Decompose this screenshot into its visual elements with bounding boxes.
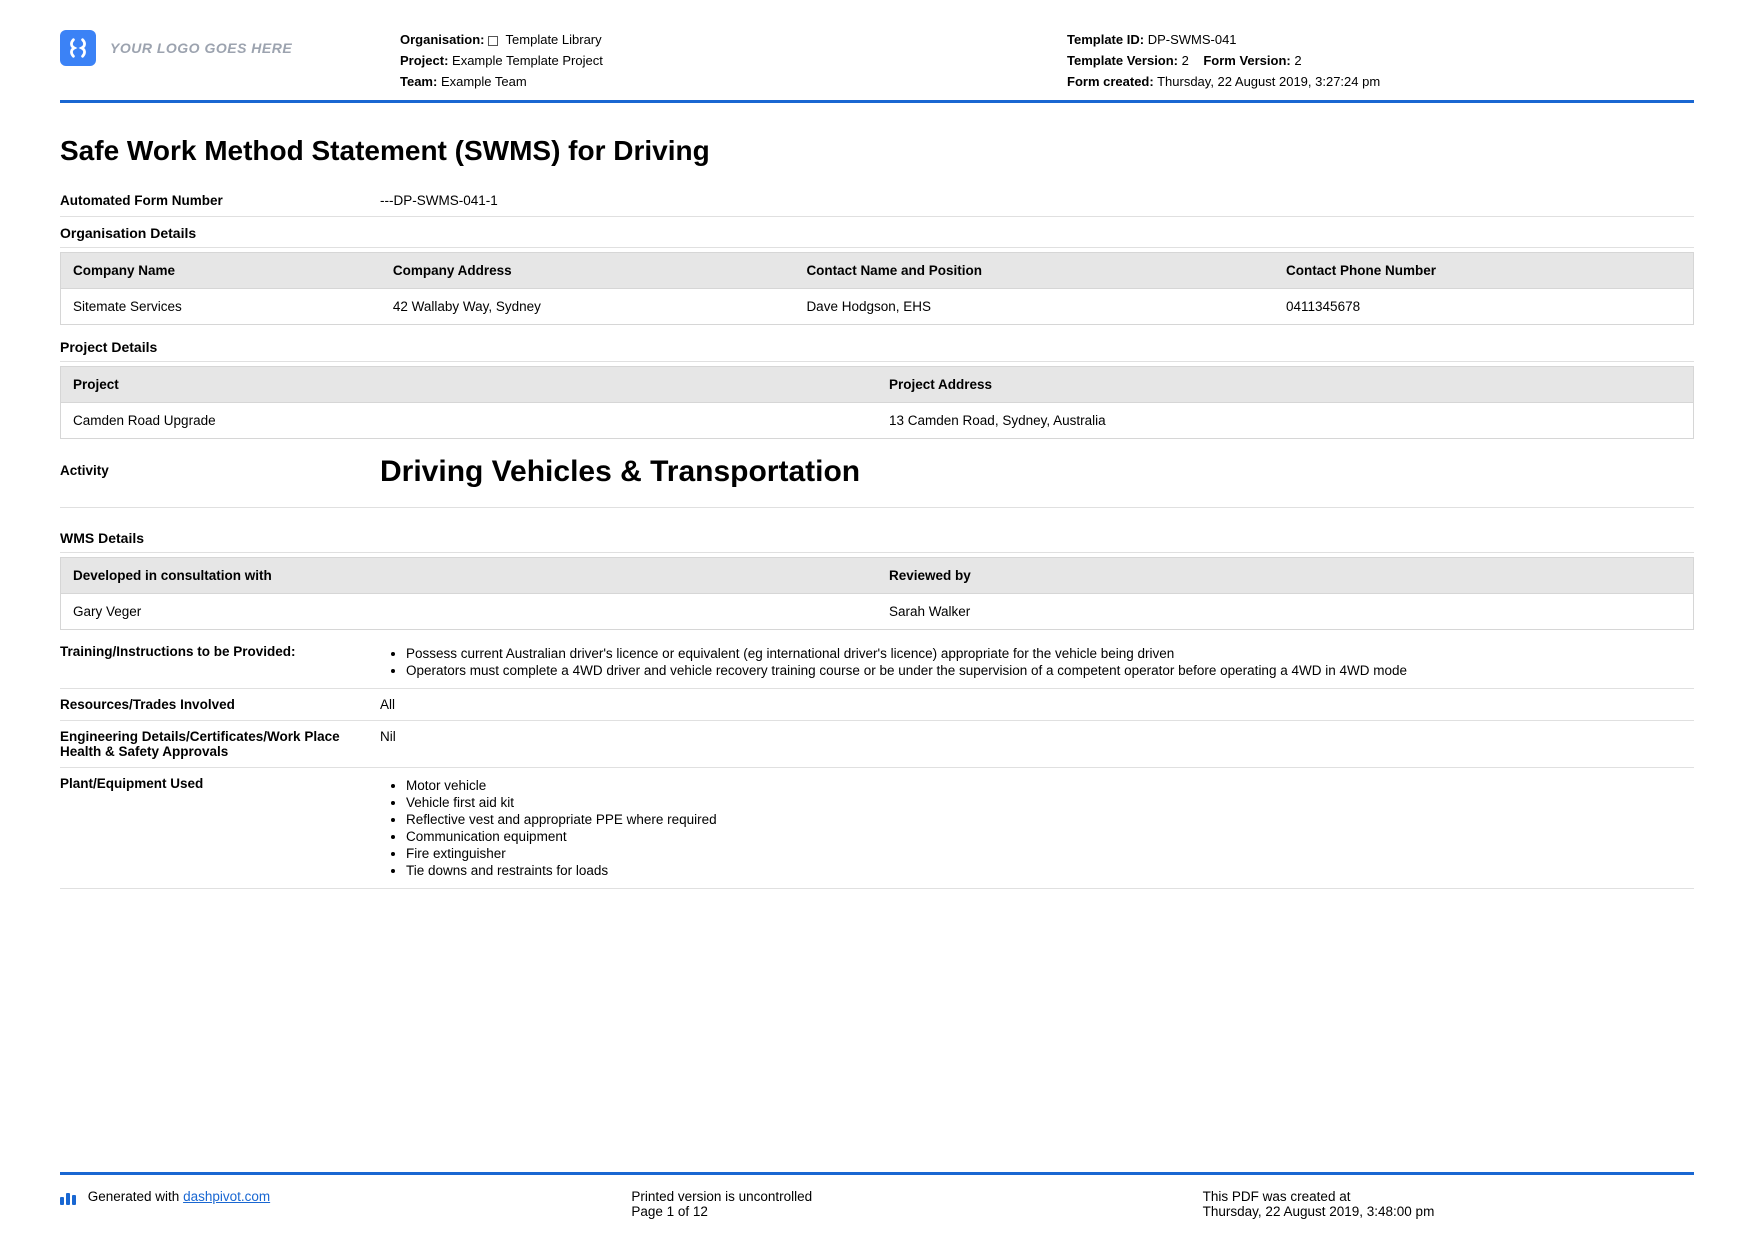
org-details-heading: Organisation Details — [60, 217, 1694, 248]
document-title: Safe Work Method Statement (SWMS) for Dr… — [60, 135, 1694, 167]
plant-equipment-row: Plant/Equipment Used Motor vehicle Vehic… — [60, 768, 1694, 889]
footer-generated-prefix: Generated with — [88, 1189, 183, 1204]
logo-placeholder-text: YOUR LOGO GOES HERE — [110, 40, 292, 56]
wms-developed-by: Gary Veger — [61, 594, 878, 630]
library-icon — [488, 36, 498, 46]
dashpivot-icon — [60, 1190, 78, 1205]
form-created-label: Form created: — [1067, 74, 1154, 89]
resources-label: Resources/Trades Involved — [60, 697, 380, 712]
footer-created-value: Thursday, 22 August 2019, 3:48:00 pm — [1203, 1204, 1694, 1219]
footer-printed-note: Printed version is uncontrolled — [631, 1189, 1122, 1204]
footer-center: Printed version is uncontrolled Page 1 o… — [551, 1189, 1122, 1219]
org-contact-name: Dave Hodgson, EHS — [794, 289, 1274, 325]
engineering-value: Nil — [380, 729, 1694, 759]
list-item: Tie downs and restraints for loads — [406, 863, 1694, 878]
footer-page-number: Page 1 of 12 — [631, 1204, 1122, 1219]
list-item: Operators must complete a 4WD driver and… — [406, 663, 1694, 678]
wms-col-developed: Developed in consultation with — [61, 558, 878, 594]
org-contact-phone: 0411345678 — [1274, 289, 1693, 325]
project-details-heading: Project Details — [60, 331, 1694, 362]
list-item: Vehicle first aid kit — [406, 795, 1694, 810]
list-item: Fire extinguisher — [406, 846, 1694, 861]
org-col-company-name: Company Name — [61, 253, 381, 289]
project-col-project: Project — [61, 367, 878, 403]
team-value: Example Team — [441, 74, 527, 89]
wms-col-reviewed: Reviewed by — [877, 558, 1694, 594]
document-header: YOUR LOGO GOES HERE Organisation: Templa… — [60, 30, 1694, 103]
form-created-value: Thursday, 22 August 2019, 3:27:24 pm — [1157, 74, 1380, 89]
team-label: Team: — [400, 74, 437, 89]
resources-row: Resources/Trades Involved All — [60, 689, 1694, 721]
org-col-contact-phone: Contact Phone Number — [1274, 253, 1693, 289]
table-row: Sitemate Services 42 Wallaby Way, Sydney… — [61, 289, 1694, 325]
engineering-label: Engineering Details/Certificates/Work Pl… — [60, 729, 380, 759]
template-id-value: DP-SWMS-041 — [1148, 32, 1237, 47]
document-footer: Generated with dashpivot.com Printed ver… — [60, 1172, 1694, 1219]
form-version-label: Form Version: — [1203, 53, 1290, 68]
header-meta-right: Template ID: DP-SWMS-041 Template Versio… — [1067, 30, 1694, 92]
form-version-value: 2 — [1294, 53, 1301, 68]
project-col-address: Project Address — [877, 367, 1694, 403]
footer-created-label: This PDF was created at — [1203, 1189, 1694, 1204]
footer-generated-link[interactable]: dashpivot.com — [183, 1189, 270, 1204]
form-number-value: ---DP-SWMS-041-1 — [380, 193, 1694, 208]
project-label: Project: — [400, 53, 448, 68]
org-company-name: Sitemate Services — [61, 289, 381, 325]
training-row: Training/Instructions to be Provided: Po… — [60, 636, 1694, 689]
org-company-address: 42 Wallaby Way, Sydney — [381, 289, 795, 325]
resources-value: All — [380, 697, 1694, 712]
table-row: Gary Veger Sarah Walker — [61, 594, 1694, 630]
engineering-row: Engineering Details/Certificates/Work Pl… — [60, 721, 1694, 768]
org-col-company-address: Company Address — [381, 253, 795, 289]
list-item: Communication equipment — [406, 829, 1694, 844]
logo-icon — [60, 30, 96, 66]
form-number-label: Automated Form Number — [60, 193, 380, 208]
org-col-contact-name: Contact Name and Position — [794, 253, 1274, 289]
header-meta-left: Organisation: Template Library Project: … — [400, 30, 1027, 92]
form-number-row: Automated Form Number ---DP-SWMS-041-1 — [60, 185, 1694, 217]
wms-reviewed-by: Sarah Walker — [877, 594, 1694, 630]
footer-left: Generated with dashpivot.com — [60, 1189, 551, 1219]
plant-equipment-list: Motor vehicle Vehicle first aid kit Refl… — [380, 778, 1694, 878]
list-item: Reflective vest and appropriate PPE wher… — [406, 812, 1694, 827]
project-details-table: Project Project Address Camden Road Upgr… — [60, 366, 1694, 439]
project-name: Camden Road Upgrade — [61, 403, 878, 439]
list-item: Motor vehicle — [406, 778, 1694, 793]
list-item: Possess current Australian driver's lice… — [406, 646, 1694, 661]
training-label: Training/Instructions to be Provided: — [60, 644, 380, 680]
template-id-label: Template ID: — [1067, 32, 1144, 47]
org-value: Template Library — [506, 32, 602, 47]
wms-details-table: Developed in consultation with Reviewed … — [60, 557, 1694, 630]
wms-details-heading: WMS Details — [60, 522, 1694, 553]
project-value: Example Template Project — [452, 53, 603, 68]
footer-right: This PDF was created at Thursday, 22 Aug… — [1123, 1189, 1694, 1219]
training-list: Possess current Australian driver's lice… — [380, 646, 1694, 678]
template-version-label: Template Version: — [1067, 53, 1178, 68]
org-label: Organisation: — [400, 32, 485, 47]
org-details-table: Company Name Company Address Contact Nam… — [60, 252, 1694, 325]
project-address: 13 Camden Road, Sydney, Australia — [877, 403, 1694, 439]
logo-block: YOUR LOGO GOES HERE — [60, 30, 360, 66]
plant-equipment-label: Plant/Equipment Used — [60, 776, 380, 880]
activity-heading: Driving Vehicles & Transportation — [380, 455, 1694, 489]
table-row: Camden Road Upgrade 13 Camden Road, Sydn… — [61, 403, 1694, 439]
template-version-value: 2 — [1182, 53, 1189, 68]
activity-row: Activity Driving Vehicles & Transportati… — [60, 445, 1694, 508]
activity-label: Activity — [60, 455, 380, 478]
